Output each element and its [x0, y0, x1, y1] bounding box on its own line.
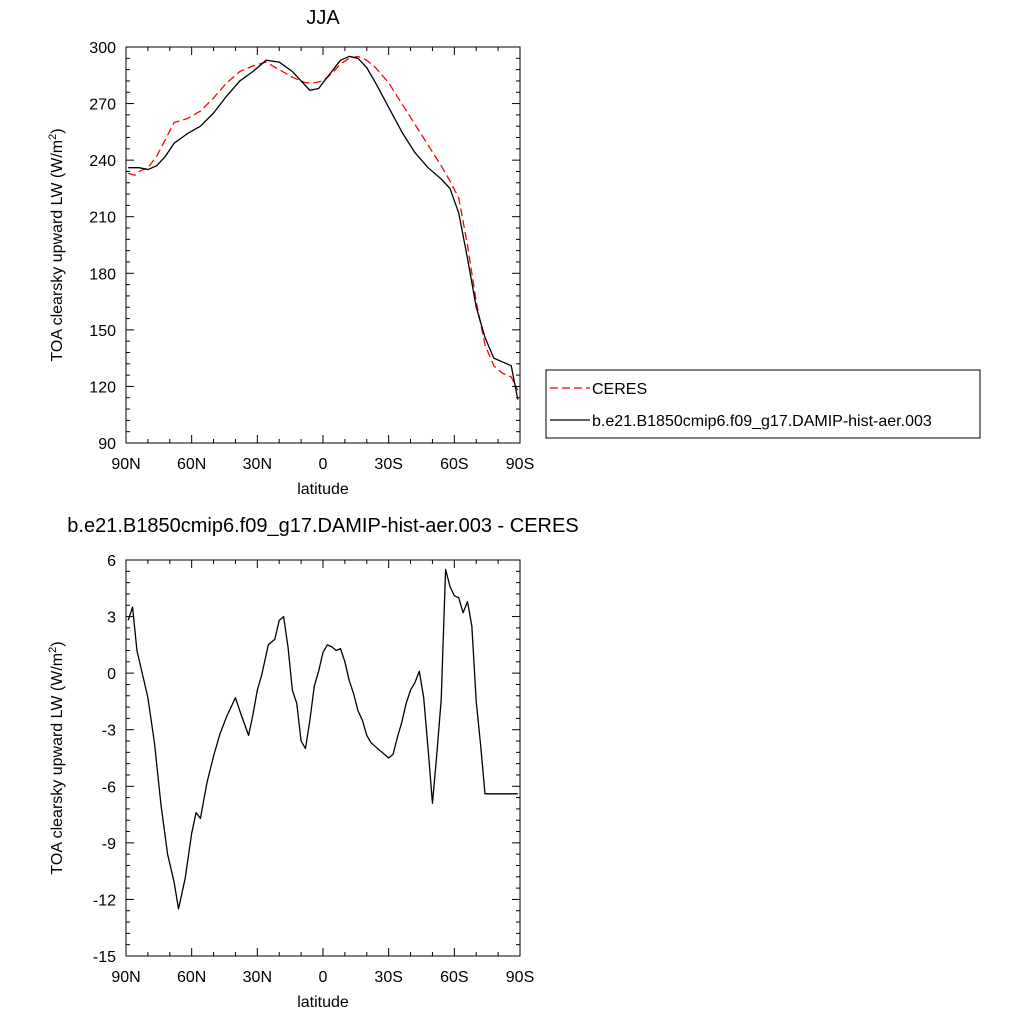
x-tick-label: 90N — [111, 456, 140, 473]
y-tick-label: 180 — [89, 266, 116, 283]
series-line-model — [127, 568, 518, 910]
legend: CERES b.e21.B1850cmip6.f09_g17.DAMIP-hist… — [545, 369, 981, 439]
y-tick-label: 210 — [89, 210, 116, 227]
x-tick-label: 30N — [243, 969, 272, 986]
y-axis-label-sup: 2 — [47, 647, 59, 653]
y-tick-label: 6 — [107, 553, 116, 570]
y-tick-label: 90 — [98, 436, 116, 453]
plot-frame — [125, 46, 521, 444]
x-tick-label: 30S — [374, 456, 402, 473]
y-tick-label: 0 — [107, 666, 116, 683]
x-tick-label: 60S — [440, 456, 468, 473]
legend-box — [545, 369, 981, 439]
x-tick-label: 30N — [243, 456, 272, 473]
y-tick-label: -15 — [93, 949, 116, 966]
y-axis-label-close: ) — [49, 128, 66, 133]
series-line-model — [128, 55, 519, 400]
y-axis-label-main: TOA clearsky upward LW (W/m — [49, 653, 66, 875]
y-axis-label-main: TOA clearsky upward LW (W/m — [49, 140, 66, 362]
x-axis-label: latitude — [297, 994, 349, 1011]
y-tick-label: 150 — [89, 323, 116, 340]
y-tick-label: -9 — [102, 836, 116, 853]
x-tick-label: 90N — [111, 969, 140, 986]
y-tick-label: 120 — [89, 379, 116, 396]
legend-entry-label: CERES — [592, 381, 647, 398]
y-tick-label: 300 — [89, 40, 116, 57]
chart-panel-bottom: b.e21.B1850cmip6.f09_g17.DAMIP-hist-aer.… — [47, 515, 579, 1011]
x-tick-label: 60N — [177, 456, 206, 473]
y-tick-label: 3 — [107, 610, 116, 627]
x-tick-label: 90S — [506, 969, 534, 986]
y-axis-label: TOA clearsky upward LW (W/m2) — [47, 128, 66, 361]
series-line-ceres — [128, 55, 519, 391]
y-axis-label-close: ) — [49, 641, 66, 646]
y-tick-label: -3 — [102, 723, 116, 740]
x-tick-label: 0 — [319, 456, 328, 473]
x-tick-label: 60N — [177, 969, 206, 986]
x-tick-label: 30S — [374, 969, 402, 986]
chart-title: JJA — [306, 7, 340, 29]
plot-frame — [125, 559, 521, 957]
x-tick-label: 90S — [506, 456, 534, 473]
chart-panel-top: JJA 90N 60N 30N 0 30S 60S 90S 90 120 150 180 210 240 2… — [47, 7, 981, 498]
y-tick-label: 270 — [89, 97, 116, 114]
legend-entry-label: b.e21.B1850cmip6.f09_g17.DAMIP-hist-aer.… — [592, 413, 932, 430]
y-axis-label-sup: 2 — [47, 134, 59, 140]
y-tick-label: 240 — [89, 153, 116, 170]
y-axis-label: TOA clearsky upward LW (W/m2) — [47, 641, 66, 874]
x-axis-label: latitude — [297, 481, 349, 498]
x-tick-label: 60S — [440, 969, 468, 986]
y-tick-label: -12 — [93, 892, 116, 909]
x-tick-label: 0 — [319, 969, 328, 986]
y-tick-label: -6 — [102, 779, 116, 796]
chart-title: b.e21.B1850cmip6.f09_g17.DAMIP-hist-aer.… — [67, 515, 578, 537]
